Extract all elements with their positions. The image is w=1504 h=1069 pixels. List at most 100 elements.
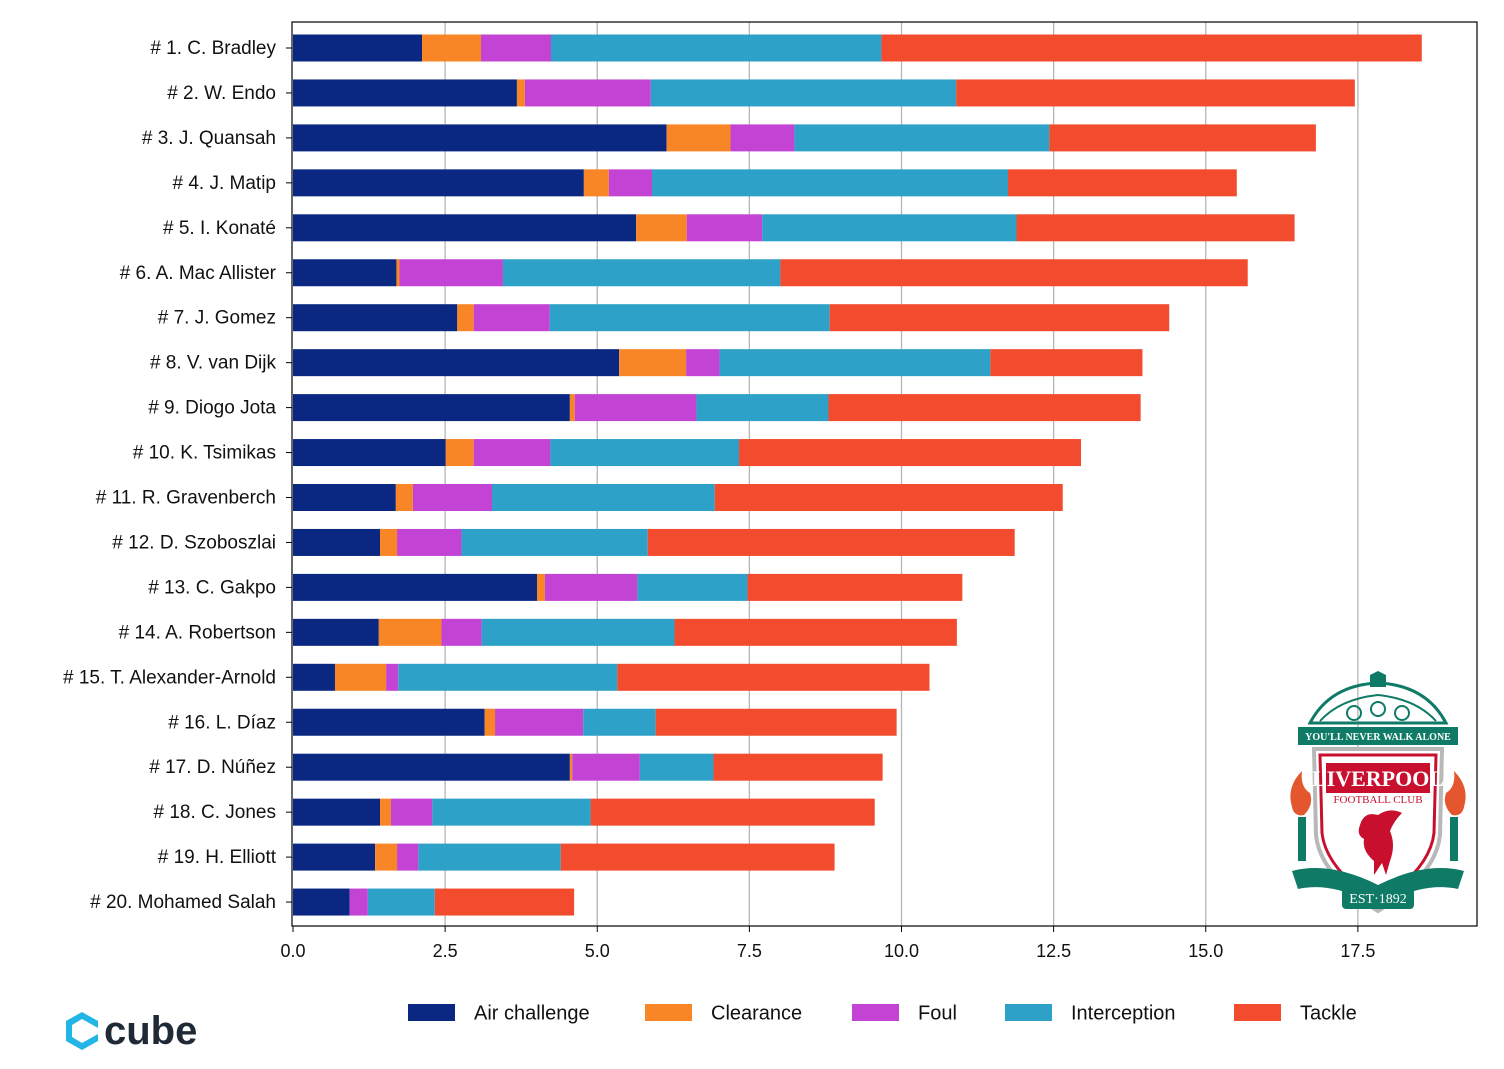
bar-segment-tackle (560, 843, 835, 871)
player-label: # 10. K. Tsimikas (133, 443, 276, 464)
bar-segment-interception (637, 573, 748, 601)
legend-item: Foul (852, 1002, 957, 1024)
bar-segment-interception (583, 708, 656, 736)
player-label: # 13. C. Gakpo (148, 577, 276, 598)
bar-segment-foul (390, 798, 433, 826)
bar-segment-air-challenge (293, 394, 570, 422)
bar-segment-clearance (516, 79, 525, 107)
player-label: # 5. I. Konaté (163, 218, 276, 239)
bar-segment-clearance (569, 753, 573, 781)
bar-segment-clearance (569, 394, 575, 422)
bar-segment-interception (696, 394, 829, 422)
bar-segment-tackle (674, 618, 957, 646)
bar-segment-interception (639, 753, 714, 781)
bar-segment-foul (473, 439, 551, 467)
x-tick-label: 7.5 (737, 941, 762, 961)
legend-item: Tackle (1234, 1002, 1357, 1024)
legend-swatch (408, 1004, 455, 1021)
bar-segment-air-challenge (293, 34, 423, 62)
crest-subtitle: FOOTBALL CLUB (1333, 794, 1422, 806)
bar-segment-clearance (380, 528, 398, 556)
bar-segment-clearance (636, 214, 687, 242)
player-label: # 11. R. Gravenberch (96, 488, 276, 509)
bar-segment-foul (481, 34, 552, 62)
player-label: # 16. L. Díaz (168, 712, 276, 733)
bar-segment-clearance (619, 349, 687, 377)
bar-segment-foul (397, 843, 419, 871)
cube-logo: cube (66, 1009, 197, 1053)
player-label: # 12. D. Szoboszlai (112, 532, 276, 553)
bar-segment-interception (367, 888, 435, 916)
bar-segment-air-challenge (293, 573, 538, 601)
player-label: # 9. Diogo Jota (148, 398, 276, 419)
crest-motto: YOU'LL NEVER WALK ALONE (1305, 732, 1451, 743)
bar-segment-interception (551, 34, 882, 62)
legend-label: Air challenge (474, 1002, 590, 1024)
player-label: # 18. C. Jones (153, 802, 276, 823)
player-label: # 14. A. Robertson (119, 622, 276, 643)
gridlines (444, 22, 1359, 926)
legend-label: Clearance (711, 1002, 802, 1024)
bar-segment-interception (461, 528, 648, 556)
bar-segment-foul (349, 888, 368, 916)
legend-swatch (645, 1004, 692, 1021)
bar-segment-tackle (881, 34, 1422, 62)
bar-segment-interception (550, 439, 740, 467)
legend-swatch (1234, 1004, 1281, 1021)
legend-label: Foul (918, 1002, 957, 1024)
plot-frame (291, 21, 1478, 927)
bar-segment-tackle (829, 304, 1170, 332)
bar-segment-tackle (713, 753, 883, 781)
bar-segment-air-challenge (293, 753, 570, 781)
bar-segment-foul (399, 259, 503, 287)
legend-item: Clearance (645, 1002, 802, 1024)
bar-segment-tackle (1007, 169, 1237, 197)
bar-segment-foul (524, 79, 651, 107)
x-tick-label: 2.5 (433, 941, 458, 961)
player-label: # 20. Mohamed Salah (90, 892, 276, 913)
bar-segment-interception (491, 484, 715, 511)
bar-segment-tackle (780, 259, 1248, 287)
bar-segment-tackle (647, 528, 1015, 556)
bar-segment-clearance (666, 124, 731, 152)
x-tick-labels: 0.0 2.5 5.0 7.5 10.0 12.5 15.0 17.5 (280, 926, 1375, 961)
bar-segment-air-challenge (293, 618, 379, 646)
bar-segment-air-challenge (293, 169, 584, 197)
bar-segment-interception (650, 79, 957, 107)
crest-established: EST·1892 (1349, 892, 1407, 907)
bar-segment-air-challenge (293, 304, 458, 332)
bar-segment-air-challenge (293, 439, 446, 467)
player-label: # 6. A. Mac Allister (120, 263, 277, 284)
club-crest-logo: YOU'LL NEVER WALK ALONE LIVERPOOL FOOTBA… (1290, 671, 1466, 914)
bar-segment-tackle (828, 394, 1141, 422)
bar-segment-tackle (739, 439, 1082, 467)
player-label: # 15. T. Alexander-Arnold (63, 667, 276, 688)
bar-segment-foul (574, 394, 697, 422)
legend-item: Interception (1005, 1002, 1176, 1024)
bar-segment-clearance (583, 169, 609, 197)
bar-segment-foul (544, 573, 638, 601)
y-tick-labels: # 1. C. Bradley # 2. W. Endo # 3. J. Quans… (63, 38, 292, 913)
bar-segment-tackle (714, 484, 1063, 511)
bar-segment-air-challenge (293, 843, 376, 871)
player-label: # 3. J. Quansah (142, 128, 276, 149)
player-label: # 1. C. Bradley (150, 38, 276, 59)
bar-segment-interception (481, 618, 675, 646)
legend-label: Tackle (1300, 1002, 1357, 1024)
legend-item: Air challenge (408, 1002, 590, 1024)
bar-segment-tackle (590, 798, 875, 826)
x-tick-label: 0.0 (280, 941, 305, 961)
player-label: # 8. V. van Dijk (150, 353, 277, 374)
bar-segment-interception (549, 304, 830, 332)
bar-segment-foul (473, 304, 550, 332)
player-label: # 19. H. Elliott (158, 847, 277, 868)
bar-segment-air-challenge (293, 888, 350, 916)
bar-segment-tackle (747, 573, 963, 601)
legend-swatch (852, 1004, 899, 1021)
x-tick-label: 5.0 (585, 941, 610, 961)
bar-segment-clearance (396, 259, 400, 287)
bar-segment-interception (418, 843, 561, 871)
bar-segment-clearance (457, 304, 474, 332)
legend: Air challenge Clearance Foul Interception Ta… (408, 1002, 1357, 1024)
